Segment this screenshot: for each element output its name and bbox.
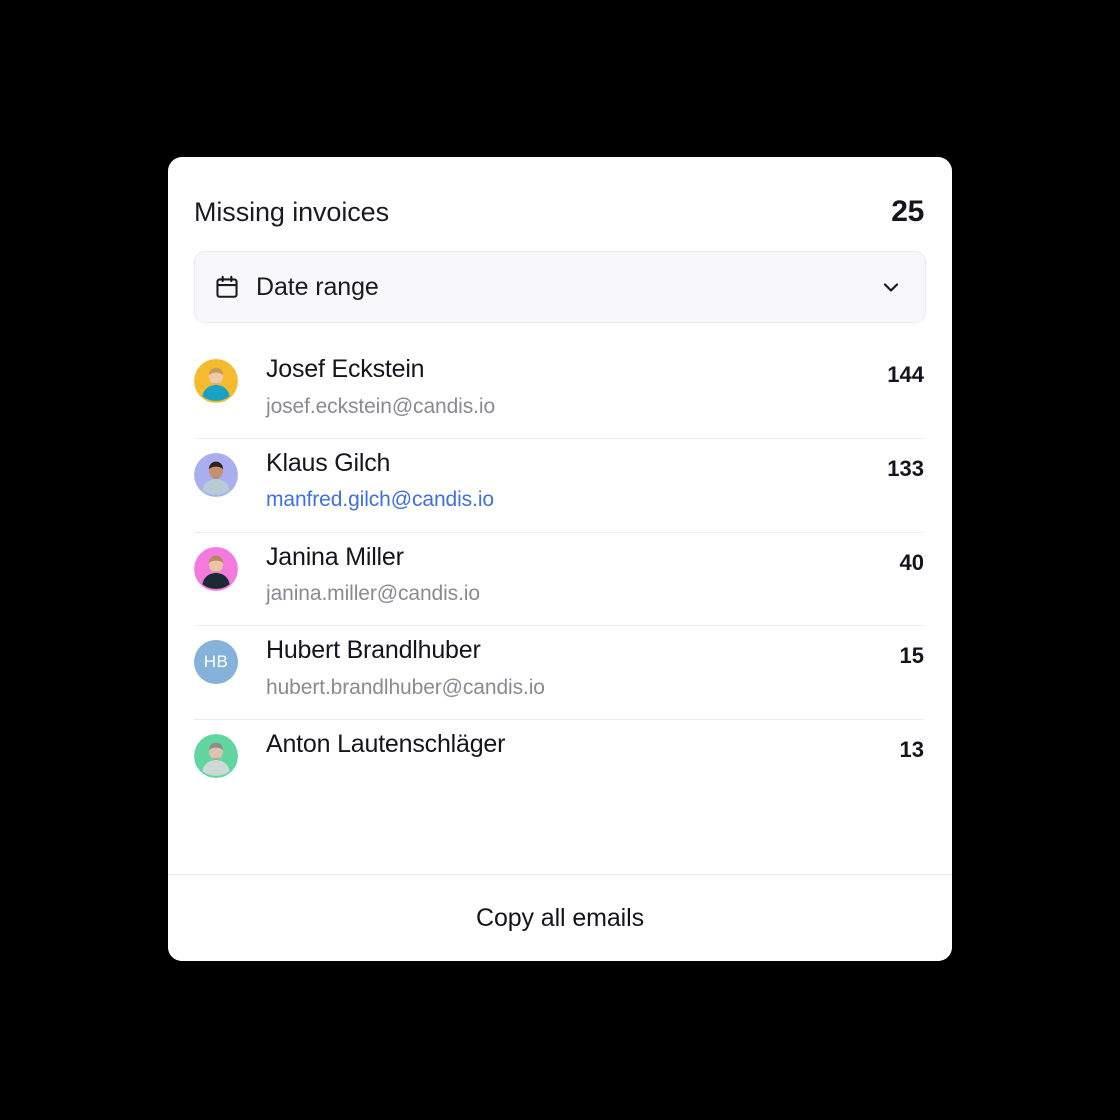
list-item[interactable]: Janina Miller janina.miller@candis.io 40 [194,533,924,627]
list-item[interactable]: HB Hubert Brandlhuber hubert.brandlhuber@c… [194,626,924,720]
calendar-icon [214,274,240,300]
missing-invoices-count: 25 [891,195,924,228]
list-item[interactable]: Josef Eckstein josef.eckstein@candis.io 14… [194,345,924,439]
person-email[interactable]: manfred.gilch@candis.io [266,488,494,512]
list-item-text: Anton Lautenschläger [266,729,886,760]
person-invoice-count: 133 [887,455,924,481]
list-item-text: Klaus Gilch manfred.gilch@candis.io [266,448,873,514]
person-name: Hubert Brandlhuber [266,636,481,665]
person-name: Klaus Gilch [266,448,391,477]
avatar [194,734,238,778]
chevron-down-icon[interactable] [879,275,903,299]
person-invoice-count: 13 [899,737,924,762]
list-item-text: Janina Miller janina.miller@candis.io [266,542,886,608]
list-item-text: Josef Eckstein josef.eckstein@candis.io [266,354,873,420]
list-item-text: Hubert Brandlhuber hubert.brandlhuber@can… [266,635,886,701]
list-item[interactable]: Klaus Gilch manfred.gilch@candis.io 133 [194,439,924,533]
avatar [194,359,238,403]
avatar [194,452,238,497]
person-email: josef.eckstein@candis.io [266,394,496,418]
person-name: Anton Lautenschläger [266,730,506,758]
avatar: HB [194,640,238,685]
avatar [194,546,238,591]
list-item[interactable]: Anton Lautenschläger 13 [194,720,924,796]
filter-section: Date range [168,227,952,323]
list-scroll-container[interactable]: Josef Eckstein josef.eckstein@candis.io 14… [168,345,952,874]
date-range-select[interactable]: Date range [194,251,926,323]
person-invoice-count: 144 [887,362,924,387]
page-title: Missing invoices [194,197,389,227]
person-invoice-count: 15 [899,643,924,669]
missing-invoices-list[interactable]: Josef Eckstein josef.eckstein@candis.io 14… [168,345,952,874]
person-name: Josef Eckstein [266,355,425,383]
person-email: janina.miller@candis.io [266,582,480,605]
copy-all-emails-label: Copy all emails [475,903,644,932]
missing-invoices-card: Missing invoices 25 Date range [168,157,952,961]
avatar-initials: HB [203,652,229,672]
card-header: Missing invoices 25 [168,157,952,227]
person-name: Janina Miller [266,542,404,571]
person-invoice-count: 40 [899,549,924,575]
copy-all-emails-button[interactable]: Copy all emails [168,874,952,961]
date-range-label: Date range [256,272,379,301]
person-email: hubert.brandlhuber@candis.io [266,675,545,699]
